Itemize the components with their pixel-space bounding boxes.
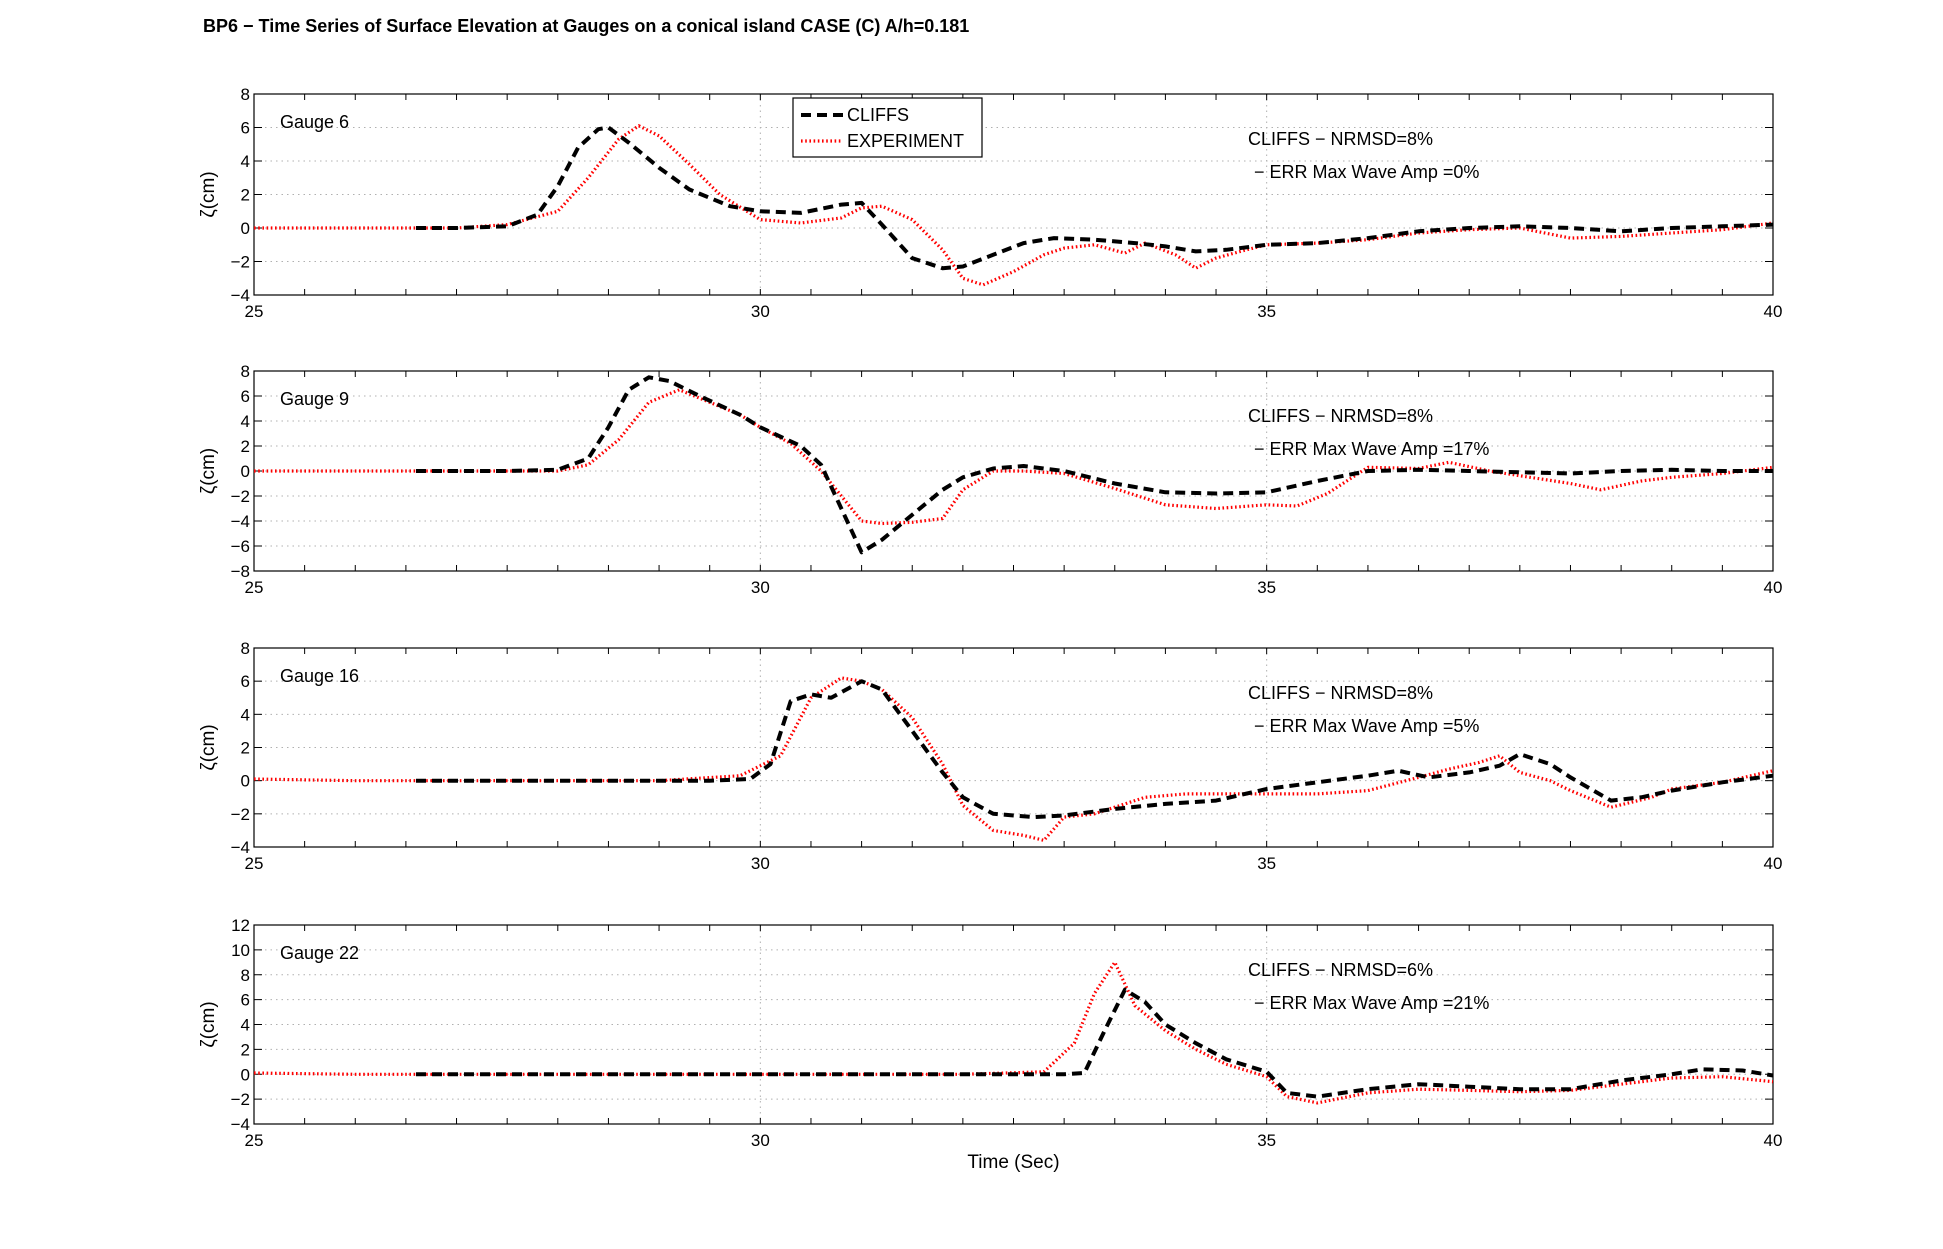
y-tick-label: 10 xyxy=(231,941,250,960)
y-tick-label: 8 xyxy=(241,639,250,658)
subplot-2: −8 −6 −4 −2 0 2 4 6 8 25 30 35 40 ζ(cm) Gauge 9 CLIFFS … xyxy=(198,362,1782,597)
gauge-label: Gauge 22 xyxy=(280,943,359,963)
y-axis-label: ζ(cm) xyxy=(198,171,219,217)
error-annotation: − ERR Max Wave Amp =17% xyxy=(1254,439,1489,459)
gauge-label: Gauge 16 xyxy=(280,666,359,686)
y-tick-label: 4 xyxy=(241,152,250,171)
x-tick-label: 30 xyxy=(751,1131,770,1150)
y-tick-label: 12 xyxy=(231,916,250,935)
legend: CLIFFS EXPERIMENT xyxy=(792,97,983,158)
y-tick-label: 4 xyxy=(241,705,250,724)
y-tick-label: 6 xyxy=(241,387,250,406)
x-tick-label: 35 xyxy=(1257,302,1276,321)
y-tick-label: −2 xyxy=(231,487,250,506)
y-tick-label: −4 xyxy=(231,838,250,857)
y-tick-label: 0 xyxy=(241,219,250,238)
y-tick-label: −8 xyxy=(231,562,250,581)
gauge-label: Gauge 9 xyxy=(280,389,349,409)
subplot-1: −4 −2 0 2 4 6 8 25 30 35 40 ζ(cm) Gauge 6 CLIFFS − NR… xyxy=(198,85,1782,321)
y-tick-label: −4 xyxy=(231,286,250,305)
y-tick-label: 6 xyxy=(241,119,250,138)
x-tick-label: 35 xyxy=(1257,578,1276,597)
series-experiment-line xyxy=(254,388,1774,526)
y-axis-label: ζ(cm) xyxy=(198,1001,219,1047)
error-annotation: − ERR Max Wave Amp =5% xyxy=(1254,716,1479,736)
y-tick-label: 2 xyxy=(241,186,250,205)
series-cliffs-line xyxy=(416,375,1773,555)
x-tick-label: 25 xyxy=(245,302,264,321)
series-cliffs-line xyxy=(416,679,1774,820)
y-tick-label: 0 xyxy=(241,462,250,481)
y-tick-label: −2 xyxy=(231,253,250,272)
gauge-label: Gauge 6 xyxy=(280,112,349,132)
nrmsd-annotation: CLIFFS − NRMSD=8% xyxy=(1248,129,1433,149)
y-tick-label: 4 xyxy=(241,1016,250,1035)
series-cliffs-line xyxy=(416,987,1774,1099)
y-tick-label: −2 xyxy=(231,1090,250,1109)
nrmsd-annotation: CLIFFS − NRMSD=8% xyxy=(1248,406,1433,426)
y-tick-label: 8 xyxy=(241,362,250,381)
x-tick-label: 25 xyxy=(245,1131,264,1150)
y-tick-label: 0 xyxy=(241,1065,250,1084)
minor-ticks xyxy=(253,94,1774,295)
y-tick-label: 2 xyxy=(241,437,250,456)
y-tick-label: −6 xyxy=(231,537,250,556)
error-annotation: − ERR Max Wave Amp =0% xyxy=(1254,162,1479,182)
x-tick-label: 30 xyxy=(751,578,770,597)
x-tick-label: 35 xyxy=(1257,854,1276,873)
y-tick-label: −4 xyxy=(231,1115,250,1134)
series-experiment-line xyxy=(253,676,1774,843)
y-tick-label: 2 xyxy=(241,1040,250,1059)
y-tick-label: 4 xyxy=(241,412,250,431)
subplot-4: −4 −2 0 2 4 6 8 10 12 25 30 35 40 ζ(cm) Time (Sec) Gaug… xyxy=(198,916,1782,1173)
y-tick-label: 0 xyxy=(241,772,250,791)
x-tick-label: 30 xyxy=(751,854,770,873)
series-experiment-line xyxy=(253,960,1774,1105)
minor-ticks xyxy=(253,925,1774,1124)
series-cliffs-line xyxy=(416,125,1774,271)
legend-box xyxy=(792,97,983,158)
y-tick-label: −4 xyxy=(231,512,250,531)
minor-ticks xyxy=(253,371,1774,571)
x-tick-label: 25 xyxy=(245,578,264,597)
nrmsd-annotation: CLIFFS − NRMSD=6% xyxy=(1248,960,1433,980)
x-tick-label: 40 xyxy=(1764,1131,1783,1150)
figure-title: BP6 − Time Series of Surface Elevation a… xyxy=(203,16,969,36)
x-axis-label: Time (Sec) xyxy=(967,1152,1059,1173)
y-tick-label: 8 xyxy=(241,966,250,985)
grid-lines xyxy=(254,925,1773,1124)
x-tick-label: 35 xyxy=(1257,1131,1276,1150)
y-axis-label: ζ(cm) xyxy=(198,448,219,494)
legend-cliffs-label: CLIFFS xyxy=(847,105,909,125)
x-tick-label: 40 xyxy=(1764,302,1783,321)
y-tick-label: 8 xyxy=(241,85,250,104)
nrmsd-annotation: CLIFFS − NRMSD=8% xyxy=(1248,683,1433,703)
y-tick-label: −2 xyxy=(231,805,250,824)
grid-lines xyxy=(254,648,1773,847)
y-tick-label: 6 xyxy=(241,991,250,1010)
x-tick-label: 40 xyxy=(1764,578,1783,597)
y-tick-label: 6 xyxy=(241,672,250,691)
x-tick-label: 30 xyxy=(751,302,770,321)
y-axis-label: ζ(cm) xyxy=(198,724,219,770)
subplot-3: −4 −2 0 2 4 6 8 25 30 35 40 ζ(cm) Gauge 16 CLIFFS − N… xyxy=(198,639,1782,873)
x-tick-label: 25 xyxy=(245,854,264,873)
x-tick-label: 40 xyxy=(1764,854,1783,873)
error-annotation: − ERR Max Wave Amp =21% xyxy=(1254,993,1489,1013)
grid-lines xyxy=(254,94,1773,295)
legend-experiment-label: EXPERIMENT xyxy=(847,131,964,151)
y-tick-label: 2 xyxy=(241,739,250,758)
